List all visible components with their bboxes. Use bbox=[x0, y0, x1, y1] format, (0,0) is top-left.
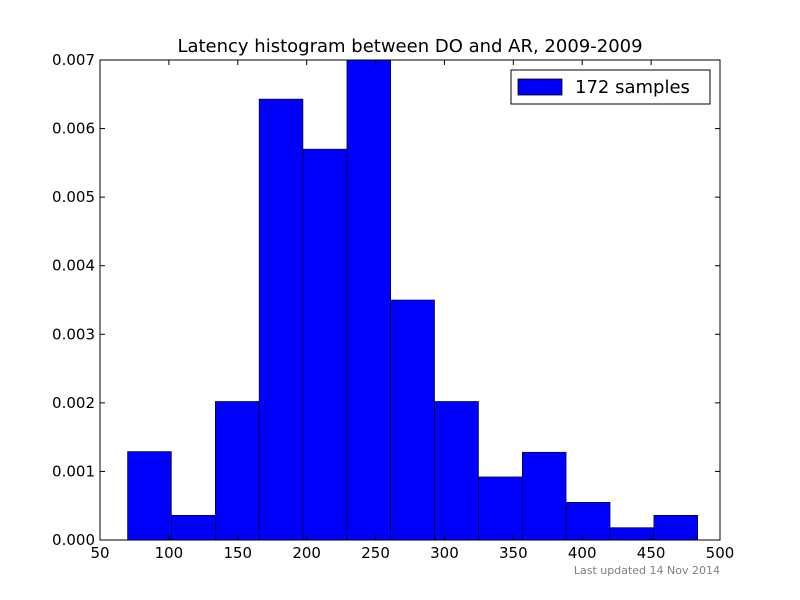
x-tick-label: 300 bbox=[430, 544, 459, 562]
x-tick-label: 250 bbox=[361, 544, 390, 562]
histogram-bar-6 bbox=[346, 59, 392, 541]
y-tick-label: 0.006 bbox=[52, 120, 95, 138]
y-tick-label: 0.004 bbox=[52, 257, 95, 275]
histogram-bar-10 bbox=[521, 451, 567, 541]
last-updated-note: Last updated 14 Nov 2014 bbox=[574, 564, 720, 577]
histogram-bar-7 bbox=[390, 299, 435, 541]
chart-title: Latency histogram between DO and AR, 200… bbox=[177, 36, 642, 57]
histogram-bar-13 bbox=[653, 515, 698, 541]
x-tick-label: 350 bbox=[499, 544, 528, 562]
y-tick-label: 0.001 bbox=[52, 462, 95, 480]
histogram-bar-3 bbox=[215, 401, 260, 541]
legend: 172 samples bbox=[510, 69, 711, 105]
histogram-bar-5 bbox=[302, 148, 348, 541]
histogram-bar-11 bbox=[565, 501, 611, 541]
bars-group bbox=[127, 59, 698, 541]
x-tick-label: 450 bbox=[637, 544, 666, 562]
x-tick-label: 50 bbox=[90, 544, 109, 562]
x-tick-label: 150 bbox=[223, 544, 252, 562]
histogram-bar-8 bbox=[434, 401, 479, 541]
y-tick-label: 0.000 bbox=[52, 531, 95, 549]
x-axis: 50 100 150 200 250 300 350 400 450 500 bbox=[90, 60, 734, 562]
y-tick-label: 0.003 bbox=[52, 325, 95, 343]
y-tick-label: 0.007 bbox=[52, 51, 95, 69]
x-tick-label: 200 bbox=[292, 544, 321, 562]
plot-frame bbox=[99, 59, 721, 541]
histogram-bar-1 bbox=[127, 451, 172, 541]
histogram-bar-9 bbox=[478, 476, 523, 541]
y-axis: 0.000 0.001 0.002 0.003 0.004 0.005 0.006 0.007 bbox=[52, 51, 720, 549]
x-tick-label: 500 bbox=[706, 544, 735, 562]
legend-swatch bbox=[517, 78, 563, 96]
x-tick-label: 400 bbox=[568, 544, 597, 562]
histogram-bar-4 bbox=[258, 98, 304, 541]
y-tick-label: 0.005 bbox=[52, 188, 95, 206]
y-tick-label: 0.002 bbox=[52, 394, 95, 412]
legend-label: 172 samples bbox=[575, 77, 690, 98]
histogram-bar-12 bbox=[609, 527, 655, 541]
histogram-bar-2 bbox=[171, 515, 216, 541]
x-tick-label: 100 bbox=[155, 544, 184, 562]
